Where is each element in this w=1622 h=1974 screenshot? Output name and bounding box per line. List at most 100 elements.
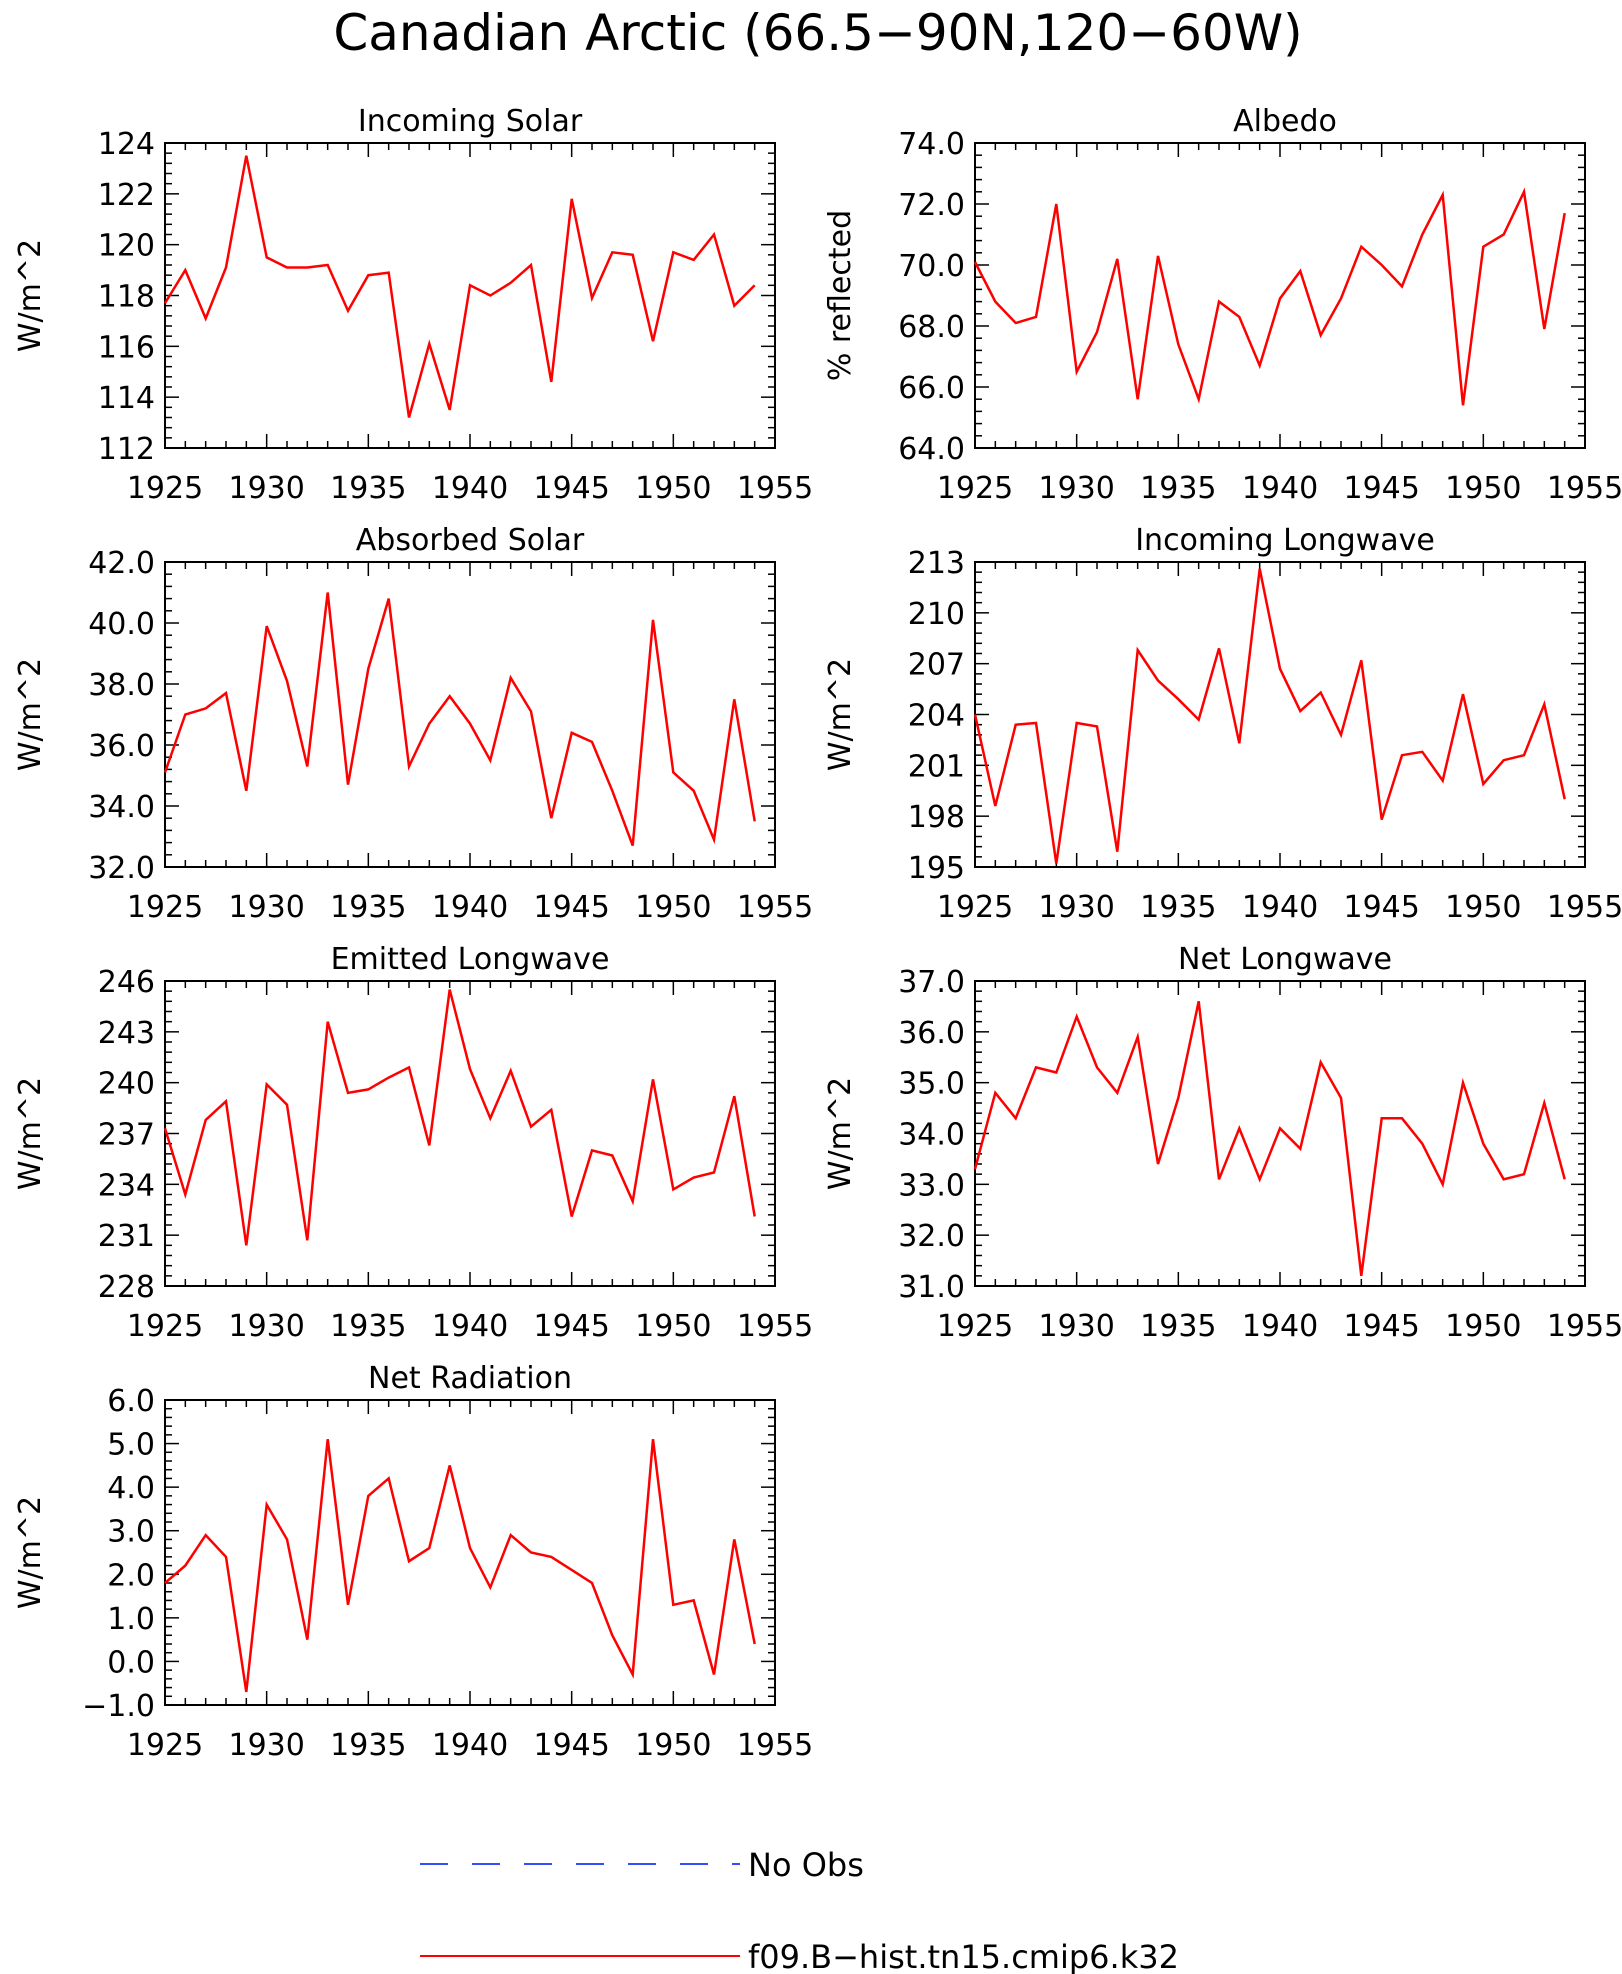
- y-tick-label: 70.0: [898, 249, 965, 284]
- x-tick-label: 1930: [228, 1728, 304, 1763]
- legend-label-model-run: f09.B−hist.tn15.cmip6.k32: [748, 1938, 1179, 1974]
- y-tick-label: 204: [908, 699, 965, 734]
- x-tick-label: 1935: [1140, 471, 1216, 506]
- y-tick-label: 246: [98, 965, 155, 1000]
- x-tick-label: 1955: [1547, 1309, 1622, 1344]
- y-axis-label: % reflected: [823, 210, 858, 381]
- x-tick-label: 1930: [228, 471, 304, 506]
- panel-title-incoming-solar: Incoming Solar: [358, 104, 583, 139]
- panel-title-absorbed-solar: Absorbed Solar: [356, 523, 585, 558]
- x-tick-label: 1925: [937, 1309, 1013, 1344]
- y-axis-label: W/m^2: [13, 658, 48, 771]
- panel-title-albedo: Albedo: [1233, 104, 1337, 139]
- x-tick-label: 1955: [1547, 890, 1622, 925]
- panel-incoming-solar: 1925 1930 1935 1940 1945 1950 1955 112 114 116 118…: [13, 104, 813, 506]
- x-tick-label: 1940: [432, 1728, 508, 1763]
- panel-net-longwave: 1925 1930 1935 1940 1945 1950 1955 31.0 32.0 33.0…: [823, 942, 1622, 1344]
- panels: 1925 1930 1935 1940 1945 1950 1955 112 114 116 118…: [13, 104, 1622, 1763]
- y-axis-label: W/m^2: [13, 1496, 48, 1609]
- x-tick-label: 1940: [432, 1309, 508, 1344]
- panel-title-net-longwave: Net Longwave: [1178, 942, 1392, 977]
- y-tick-label: 116: [98, 330, 155, 365]
- x-tick-label: 1950: [1445, 471, 1521, 506]
- x-tick-label: 1955: [737, 471, 813, 506]
- x-tick-label: 1955: [737, 890, 813, 925]
- series-line: [163, 989, 756, 1246]
- y-tick-label: 36.0: [898, 1016, 965, 1051]
- x-tick-label: 1925: [127, 1728, 203, 1763]
- x-tick-label: 1935: [330, 890, 406, 925]
- x-tick-label: 1945: [1343, 471, 1419, 506]
- y-tick-label: 118: [98, 280, 155, 315]
- y-tick-label: −1.0: [82, 1689, 155, 1724]
- x-tick-label: 1925: [937, 890, 1013, 925]
- y-tick-label: 35.0: [898, 1067, 965, 1102]
- panel-emitted-longwave: 1925 1930 1935 1940 1945 1950 1955 228 231 234 237…: [13, 942, 813, 1344]
- y-tick-label: 112: [98, 432, 155, 467]
- y-tick-label: 72.0: [898, 188, 965, 223]
- y-tick-label: 240: [98, 1067, 155, 1102]
- x-tick-label: 1930: [1038, 890, 1114, 925]
- x-tick-label: 1945: [533, 1309, 609, 1344]
- figure-legend: No Obs f09.B−hist.tn15.cmip6.k32: [420, 1846, 1179, 1974]
- series-line: [164, 1439, 756, 1693]
- y-tick-label: 42.0: [88, 546, 155, 581]
- x-tick-label: 1925: [937, 471, 1013, 506]
- figure-title: Canadian Arctic (66.5−90N,120−60W): [333, 4, 1302, 62]
- x-tick-label: 1935: [1140, 1309, 1216, 1344]
- plot-frame: [974, 561, 1586, 868]
- x-tick-label: 1935: [330, 471, 406, 506]
- x-tick-label: 1940: [432, 471, 508, 506]
- y-tick-label: 114: [98, 381, 155, 416]
- y-tick-label: 40.0: [88, 607, 155, 642]
- x-tick-label: 1955: [737, 1728, 813, 1763]
- y-tick-label: 122: [98, 178, 155, 213]
- y-tick-label: 68.0: [898, 310, 965, 345]
- y-tick-label: 243: [98, 1016, 155, 1051]
- y-tick-label: 34.0: [898, 1118, 965, 1153]
- x-tick-label: 1950: [635, 471, 711, 506]
- y-tick-label: 37.0: [898, 965, 965, 1000]
- y-tick-label: 231: [98, 1219, 155, 1254]
- y-tick-label: 120: [98, 229, 155, 264]
- y-tick-label: 4.0: [107, 1471, 155, 1506]
- y-tick-label: 38.0: [88, 668, 155, 703]
- x-tick-label: 1935: [330, 1309, 406, 1344]
- panel-albedo: 1925 1930 1935 1940 1945 1950 1955 64.0 66.0 68.0…: [823, 104, 1622, 506]
- x-tick-label: 1945: [533, 890, 609, 925]
- x-tick-label: 1935: [330, 1728, 406, 1763]
- y-tick-label: 34.0: [88, 790, 155, 825]
- y-tick-label: 64.0: [898, 432, 965, 467]
- series-line: [973, 568, 1566, 864]
- y-axis-label: W/m^2: [13, 1077, 48, 1190]
- y-axis-label: W/m^2: [823, 1077, 858, 1190]
- x-tick-label: 1950: [635, 1309, 711, 1344]
- x-tick-label: 1950: [1445, 890, 1521, 925]
- y-tick-label: 195: [908, 851, 965, 886]
- plot-frame: [164, 142, 776, 449]
- x-tick-label: 1930: [1038, 471, 1114, 506]
- y-tick-label: 32.0: [898, 1219, 965, 1254]
- panel-title-incoming-longwave: Incoming Longwave: [1135, 523, 1435, 558]
- x-tick-label: 1945: [533, 471, 609, 506]
- series-line: [973, 187, 1566, 406]
- y-tick-label: 228: [98, 1270, 155, 1305]
- x-tick-label: 1940: [1242, 890, 1318, 925]
- series-line: [163, 592, 756, 847]
- y-tick-label: 32.0: [88, 851, 155, 886]
- panel-title-net-radiation: Net Radiation: [368, 1361, 572, 1396]
- x-tick-label: 1925: [127, 471, 203, 506]
- x-tick-label: 1930: [228, 890, 304, 925]
- y-tick-label: 3.0: [107, 1515, 155, 1550]
- y-axis-label: W/m^2: [13, 239, 48, 352]
- y-tick-label: 0.0: [107, 1645, 155, 1680]
- x-tick-label: 1955: [1547, 471, 1622, 506]
- y-tick-label: 6.0: [107, 1384, 155, 1419]
- panel-title-emitted-longwave: Emitted Longwave: [331, 942, 610, 977]
- x-tick-label: 1950: [1445, 1309, 1521, 1344]
- y-tick-label: 237: [98, 1118, 155, 1153]
- panel-absorbed-solar: 1925 1930 1935 1940 1945 1950 1955 32.0 34.0 36.0…: [13, 523, 813, 925]
- panel-net-radiation: 1925 1930 1935 1940 1945 1950 1955 −1.0 0.0 1.0 2.…: [13, 1361, 813, 1763]
- x-tick-label: 1935: [1140, 890, 1216, 925]
